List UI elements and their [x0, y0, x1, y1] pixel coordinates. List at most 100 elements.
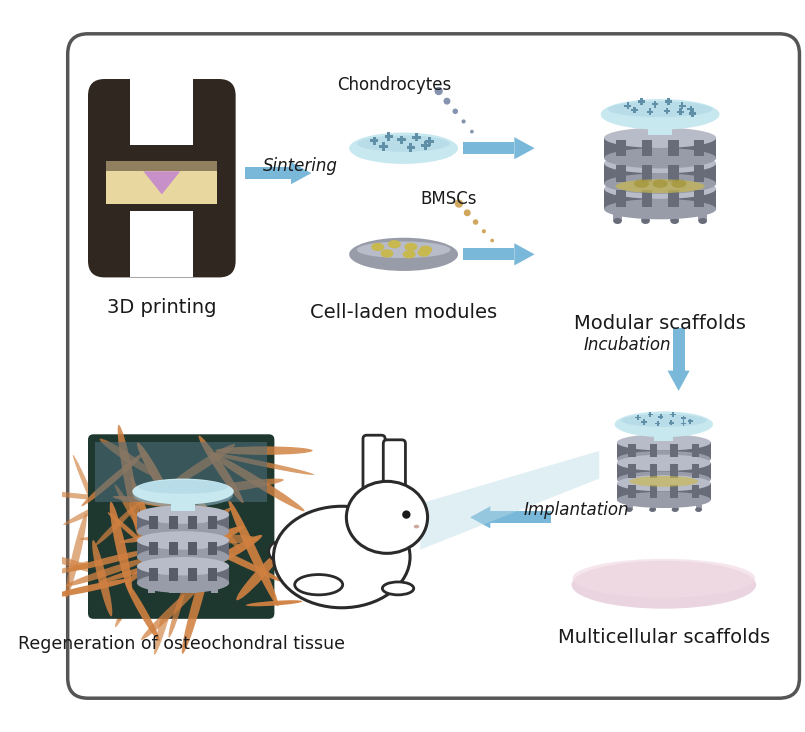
Bar: [635, 417, 641, 419]
Ellipse shape: [354, 252, 452, 268]
Bar: [642, 209, 650, 221]
Ellipse shape: [137, 547, 229, 567]
Bar: [613, 209, 621, 221]
Ellipse shape: [138, 480, 227, 494]
Bar: [668, 140, 679, 157]
Bar: [211, 557, 218, 567]
Ellipse shape: [414, 525, 419, 529]
Bar: [634, 107, 636, 113]
Bar: [149, 516, 158, 529]
Bar: [650, 459, 656, 468]
Ellipse shape: [349, 132, 458, 164]
Bar: [672, 412, 674, 417]
Ellipse shape: [470, 130, 473, 133]
Text: Modular scaffolds: Modular scaffolds: [574, 314, 746, 333]
Ellipse shape: [452, 108, 458, 114]
Bar: [650, 479, 656, 489]
Ellipse shape: [169, 444, 235, 487]
Ellipse shape: [137, 557, 229, 575]
Bar: [137, 567, 229, 583]
Ellipse shape: [182, 546, 213, 654]
Bar: [657, 421, 658, 426]
Bar: [696, 500, 702, 509]
Bar: [692, 485, 700, 498]
Ellipse shape: [49, 579, 130, 597]
Polygon shape: [420, 451, 599, 550]
Bar: [421, 144, 430, 147]
Bar: [617, 463, 711, 479]
Bar: [687, 420, 693, 422]
Bar: [245, 167, 291, 179]
Ellipse shape: [604, 199, 716, 220]
Bar: [646, 111, 654, 113]
Ellipse shape: [616, 179, 704, 193]
Bar: [169, 516, 179, 529]
Bar: [106, 161, 217, 203]
Ellipse shape: [132, 479, 233, 504]
Ellipse shape: [402, 250, 415, 258]
Bar: [669, 422, 674, 424]
Ellipse shape: [179, 482, 206, 585]
Ellipse shape: [625, 507, 633, 512]
Ellipse shape: [95, 504, 138, 545]
Bar: [208, 568, 217, 581]
Ellipse shape: [141, 577, 208, 640]
Text: Incubation: Incubation: [584, 335, 671, 354]
Bar: [691, 110, 694, 117]
Ellipse shape: [246, 600, 303, 606]
Bar: [189, 531, 197, 542]
Bar: [169, 531, 176, 542]
Ellipse shape: [171, 509, 228, 591]
Ellipse shape: [346, 482, 427, 553]
Ellipse shape: [72, 455, 117, 556]
Ellipse shape: [617, 475, 711, 491]
Ellipse shape: [699, 218, 707, 224]
Bar: [671, 209, 679, 221]
Ellipse shape: [418, 248, 431, 257]
Ellipse shape: [196, 541, 283, 582]
Bar: [694, 140, 704, 157]
Bar: [648, 124, 672, 135]
Ellipse shape: [66, 558, 150, 586]
Ellipse shape: [642, 167, 650, 173]
Bar: [463, 248, 514, 261]
Bar: [400, 135, 403, 144]
Bar: [137, 540, 229, 557]
Ellipse shape: [141, 503, 221, 553]
Ellipse shape: [180, 523, 226, 559]
Bar: [148, 557, 155, 567]
Ellipse shape: [699, 167, 707, 173]
Ellipse shape: [295, 575, 343, 595]
Ellipse shape: [630, 476, 698, 487]
Ellipse shape: [66, 550, 150, 572]
Ellipse shape: [461, 119, 465, 124]
Ellipse shape: [604, 179, 716, 199]
Ellipse shape: [642, 218, 650, 224]
Bar: [369, 139, 378, 142]
Ellipse shape: [699, 193, 707, 198]
Bar: [679, 108, 682, 115]
Bar: [604, 138, 716, 158]
Bar: [650, 444, 657, 458]
Bar: [655, 422, 660, 425]
Bar: [658, 416, 663, 418]
Ellipse shape: [100, 438, 155, 477]
Bar: [671, 464, 678, 478]
Bar: [690, 106, 691, 113]
Ellipse shape: [109, 501, 132, 594]
Ellipse shape: [572, 561, 756, 609]
Bar: [211, 531, 218, 542]
Bar: [679, 105, 686, 107]
Bar: [694, 165, 704, 182]
Ellipse shape: [137, 572, 229, 593]
Bar: [385, 135, 393, 138]
Bar: [208, 516, 217, 529]
Bar: [681, 102, 683, 109]
Text: Regeneration of osteochondral tissue: Regeneration of osteochondral tissue: [18, 635, 345, 654]
Ellipse shape: [671, 507, 679, 512]
Ellipse shape: [605, 111, 715, 126]
Ellipse shape: [671, 167, 679, 173]
Bar: [650, 412, 651, 417]
Bar: [696, 459, 702, 468]
Ellipse shape: [154, 545, 186, 655]
